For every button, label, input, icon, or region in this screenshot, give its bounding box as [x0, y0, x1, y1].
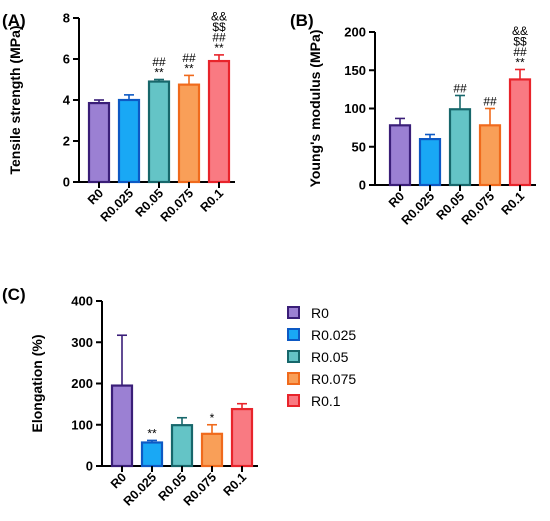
- panel-c-y-axis-label: Elongation (%): [29, 335, 45, 433]
- panel-a-x-tick-label: R0.1: [198, 186, 227, 215]
- panel-a-significance-mark: $$: [212, 20, 226, 34]
- panel-c-y-tick-label: 300: [71, 335, 93, 350]
- panel-a-bar: [177, 83, 201, 184]
- panel-a-y-axis-label: Tensile strength (MPa): [7, 25, 23, 174]
- panel-c-bar: [230, 407, 254, 468]
- panel-a-x-tick-label: R0.025: [98, 186, 136, 224]
- panel-a-y-tick-label: 6: [63, 52, 70, 67]
- panel-b-bar: [388, 124, 412, 187]
- panel-b-x-tick-label: R0.1: [499, 189, 528, 218]
- panel-a-significance-mark: **: [214, 41, 224, 55]
- panel-a-y-tick-label: 4: [63, 93, 71, 108]
- panel-b-y-tick-label: 200: [344, 25, 366, 40]
- panel-c-bar: [200, 432, 224, 468]
- panel-c-significance-mark: *: [210, 411, 215, 425]
- panel-b-x-tick-label: R0.025: [399, 189, 437, 227]
- legend-entry: R0.025: [311, 327, 356, 343]
- panel-b-bar: [418, 138, 442, 187]
- panel-a-y-tick-label: 8: [63, 11, 70, 26]
- panel-a-bar: [147, 80, 171, 184]
- panel-b-significance-mark: $$: [513, 34, 527, 48]
- legend-entry: R0.05: [311, 349, 349, 365]
- panel-c-x-tick-label: R0.1: [221, 470, 250, 499]
- panel-b-bar: [508, 78, 532, 187]
- panel-c-x-tick-label: R0.075: [181, 470, 219, 508]
- panel-c-bar: [140, 441, 164, 468]
- panel-a-y-tick-label: 0: [63, 175, 70, 190]
- panel-a-x-tick-label: R0: [85, 186, 106, 207]
- panel-c-x-tick-label: R0.025: [121, 470, 159, 508]
- panel-a-y-tick-label: 2: [63, 134, 70, 149]
- legend-entry: R0: [311, 305, 329, 321]
- panel-b-significance-mark: **: [515, 55, 525, 69]
- legend-swatch: [287, 394, 300, 407]
- legend-swatch: [287, 306, 300, 319]
- panel-a-significance-mark: ##: [212, 30, 226, 44]
- panel-b-significance-mark: ##: [483, 95, 497, 109]
- panel-a-significance-mark: &&: [211, 9, 227, 23]
- panel-a-x-tick-label: R0.075: [158, 186, 196, 224]
- panel-c-x-tick-label: R0: [108, 470, 129, 491]
- panel-a-significance-mark: ##: [152, 55, 166, 69]
- panel-b-y-axis-label: Young's modulus (MPa): [307, 30, 323, 188]
- panel-a-bar: [207, 59, 231, 184]
- panel-b-y-tick-label: 0: [359, 178, 366, 193]
- panel-a-significance-mark: **: [154, 66, 164, 80]
- panel-a-bar: [87, 101, 111, 184]
- panel-a-label: (A): [2, 11, 26, 30]
- legend-swatch: [287, 328, 300, 341]
- panel-a-bar: [117, 98, 141, 184]
- panel-c-y-tick-label: 400: [71, 294, 93, 309]
- panel-b-significance-mark: ##: [513, 45, 527, 59]
- panel-b-x-tick-label: R0: [386, 189, 407, 210]
- panel-b-label: (B): [290, 11, 314, 30]
- panel-b-bar: [478, 124, 502, 187]
- panel-c-bar: [170, 424, 194, 468]
- legend-entry: R0.1: [311, 393, 341, 409]
- panel-c-y-tick-label: 0: [86, 459, 93, 474]
- panel-b-y-tick-label: 100: [344, 101, 366, 116]
- panel-c-bar: [110, 384, 134, 468]
- panel-b-y-tick-label: 50: [352, 139, 366, 154]
- panel-b-significance-mark: ##: [453, 81, 467, 95]
- legend-entry: R0.075: [311, 371, 356, 387]
- legend-swatch: [287, 350, 300, 363]
- panel-b-bar: [448, 108, 472, 187]
- panel-c-y-tick-label: 100: [71, 417, 93, 432]
- panel-c-significance-mark: **: [147, 426, 157, 440]
- panel-b-y-tick-label: 150: [344, 63, 366, 78]
- panel-b-significance-mark: &&: [512, 24, 528, 38]
- panel-c-y-tick-label: 200: [71, 376, 93, 391]
- panel-b-x-tick-label: R0.075: [459, 189, 497, 227]
- panel-a-significance-mark: **: [184, 61, 194, 75]
- panel-c-label: (C): [2, 285, 26, 304]
- panel-a-significance-mark: ##: [182, 51, 196, 65]
- legend-swatch: [287, 372, 300, 385]
